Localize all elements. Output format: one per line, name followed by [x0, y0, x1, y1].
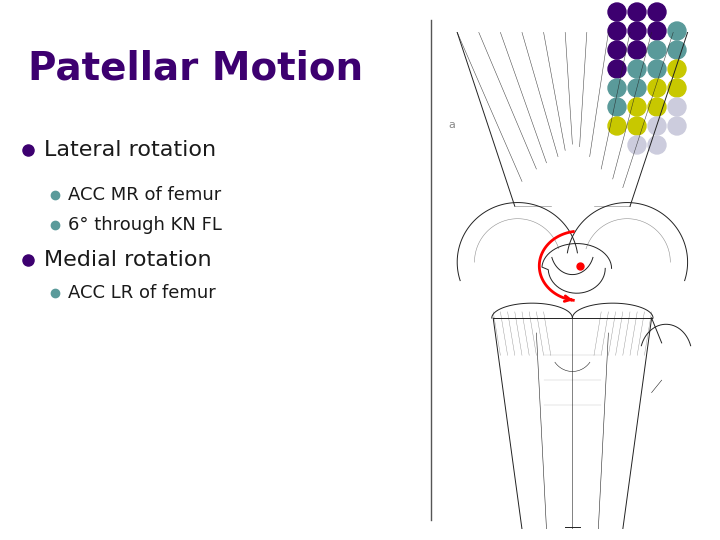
- Circle shape: [668, 41, 686, 59]
- Circle shape: [648, 79, 666, 97]
- Circle shape: [648, 117, 666, 135]
- Text: 6° through KN FL: 6° through KN FL: [68, 216, 222, 234]
- Circle shape: [648, 22, 666, 40]
- Circle shape: [608, 41, 626, 59]
- Circle shape: [668, 79, 686, 97]
- Text: a: a: [448, 120, 455, 130]
- Circle shape: [608, 22, 626, 40]
- Circle shape: [628, 98, 646, 116]
- Circle shape: [668, 117, 686, 135]
- Circle shape: [608, 60, 626, 78]
- Circle shape: [648, 41, 666, 59]
- Circle shape: [608, 117, 626, 135]
- Circle shape: [648, 136, 666, 154]
- Circle shape: [628, 60, 646, 78]
- Circle shape: [668, 22, 686, 40]
- Circle shape: [648, 98, 666, 116]
- Text: ACC LR of femur: ACC LR of femur: [68, 284, 216, 302]
- Circle shape: [648, 60, 666, 78]
- Circle shape: [668, 60, 686, 78]
- Circle shape: [608, 79, 626, 97]
- Text: Medial rotation: Medial rotation: [44, 250, 212, 270]
- Circle shape: [628, 41, 646, 59]
- Circle shape: [628, 3, 646, 21]
- Circle shape: [628, 22, 646, 40]
- Circle shape: [628, 136, 646, 154]
- Text: Lateral rotation: Lateral rotation: [44, 140, 216, 160]
- Text: ACC MR of femur: ACC MR of femur: [68, 186, 221, 204]
- Circle shape: [628, 79, 646, 97]
- Circle shape: [628, 117, 646, 135]
- Text: Patellar Motion: Patellar Motion: [28, 50, 363, 88]
- Circle shape: [608, 3, 626, 21]
- Circle shape: [668, 98, 686, 116]
- Circle shape: [608, 98, 626, 116]
- Circle shape: [648, 3, 666, 21]
